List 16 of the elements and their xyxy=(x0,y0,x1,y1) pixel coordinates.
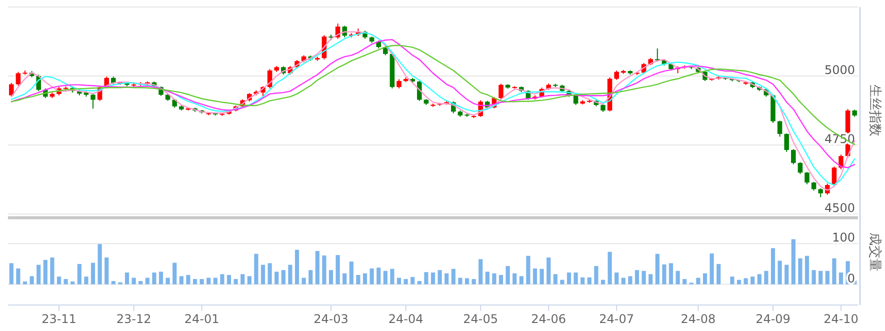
x-tick-label: 24-08 xyxy=(680,312,716,326)
x-tick-label: 24-09 xyxy=(756,312,790,326)
x-tick-label: 24-03 xyxy=(314,312,348,326)
x-tick-label: 23-12 xyxy=(116,312,152,326)
x-tick-label: 24-04 xyxy=(388,312,424,326)
x-tick-label: 23-11 xyxy=(42,312,76,326)
x-tick-label: 24-10 xyxy=(824,312,858,326)
x-tick-label: 24-05 xyxy=(463,312,498,326)
y-axis-title: 成交量 xyxy=(867,232,883,272)
x-tick-label: 24-07 xyxy=(599,312,634,326)
x-tick-label: 24-01 xyxy=(184,312,220,326)
y-axis-title: 生丝指数 xyxy=(867,84,882,136)
y-tick-label: 5000 xyxy=(824,63,855,77)
x-tick-label: 24-06 xyxy=(531,312,566,326)
y-tick-label: 100 xyxy=(832,230,855,245)
y-tick-label: 4500 xyxy=(824,201,855,215)
